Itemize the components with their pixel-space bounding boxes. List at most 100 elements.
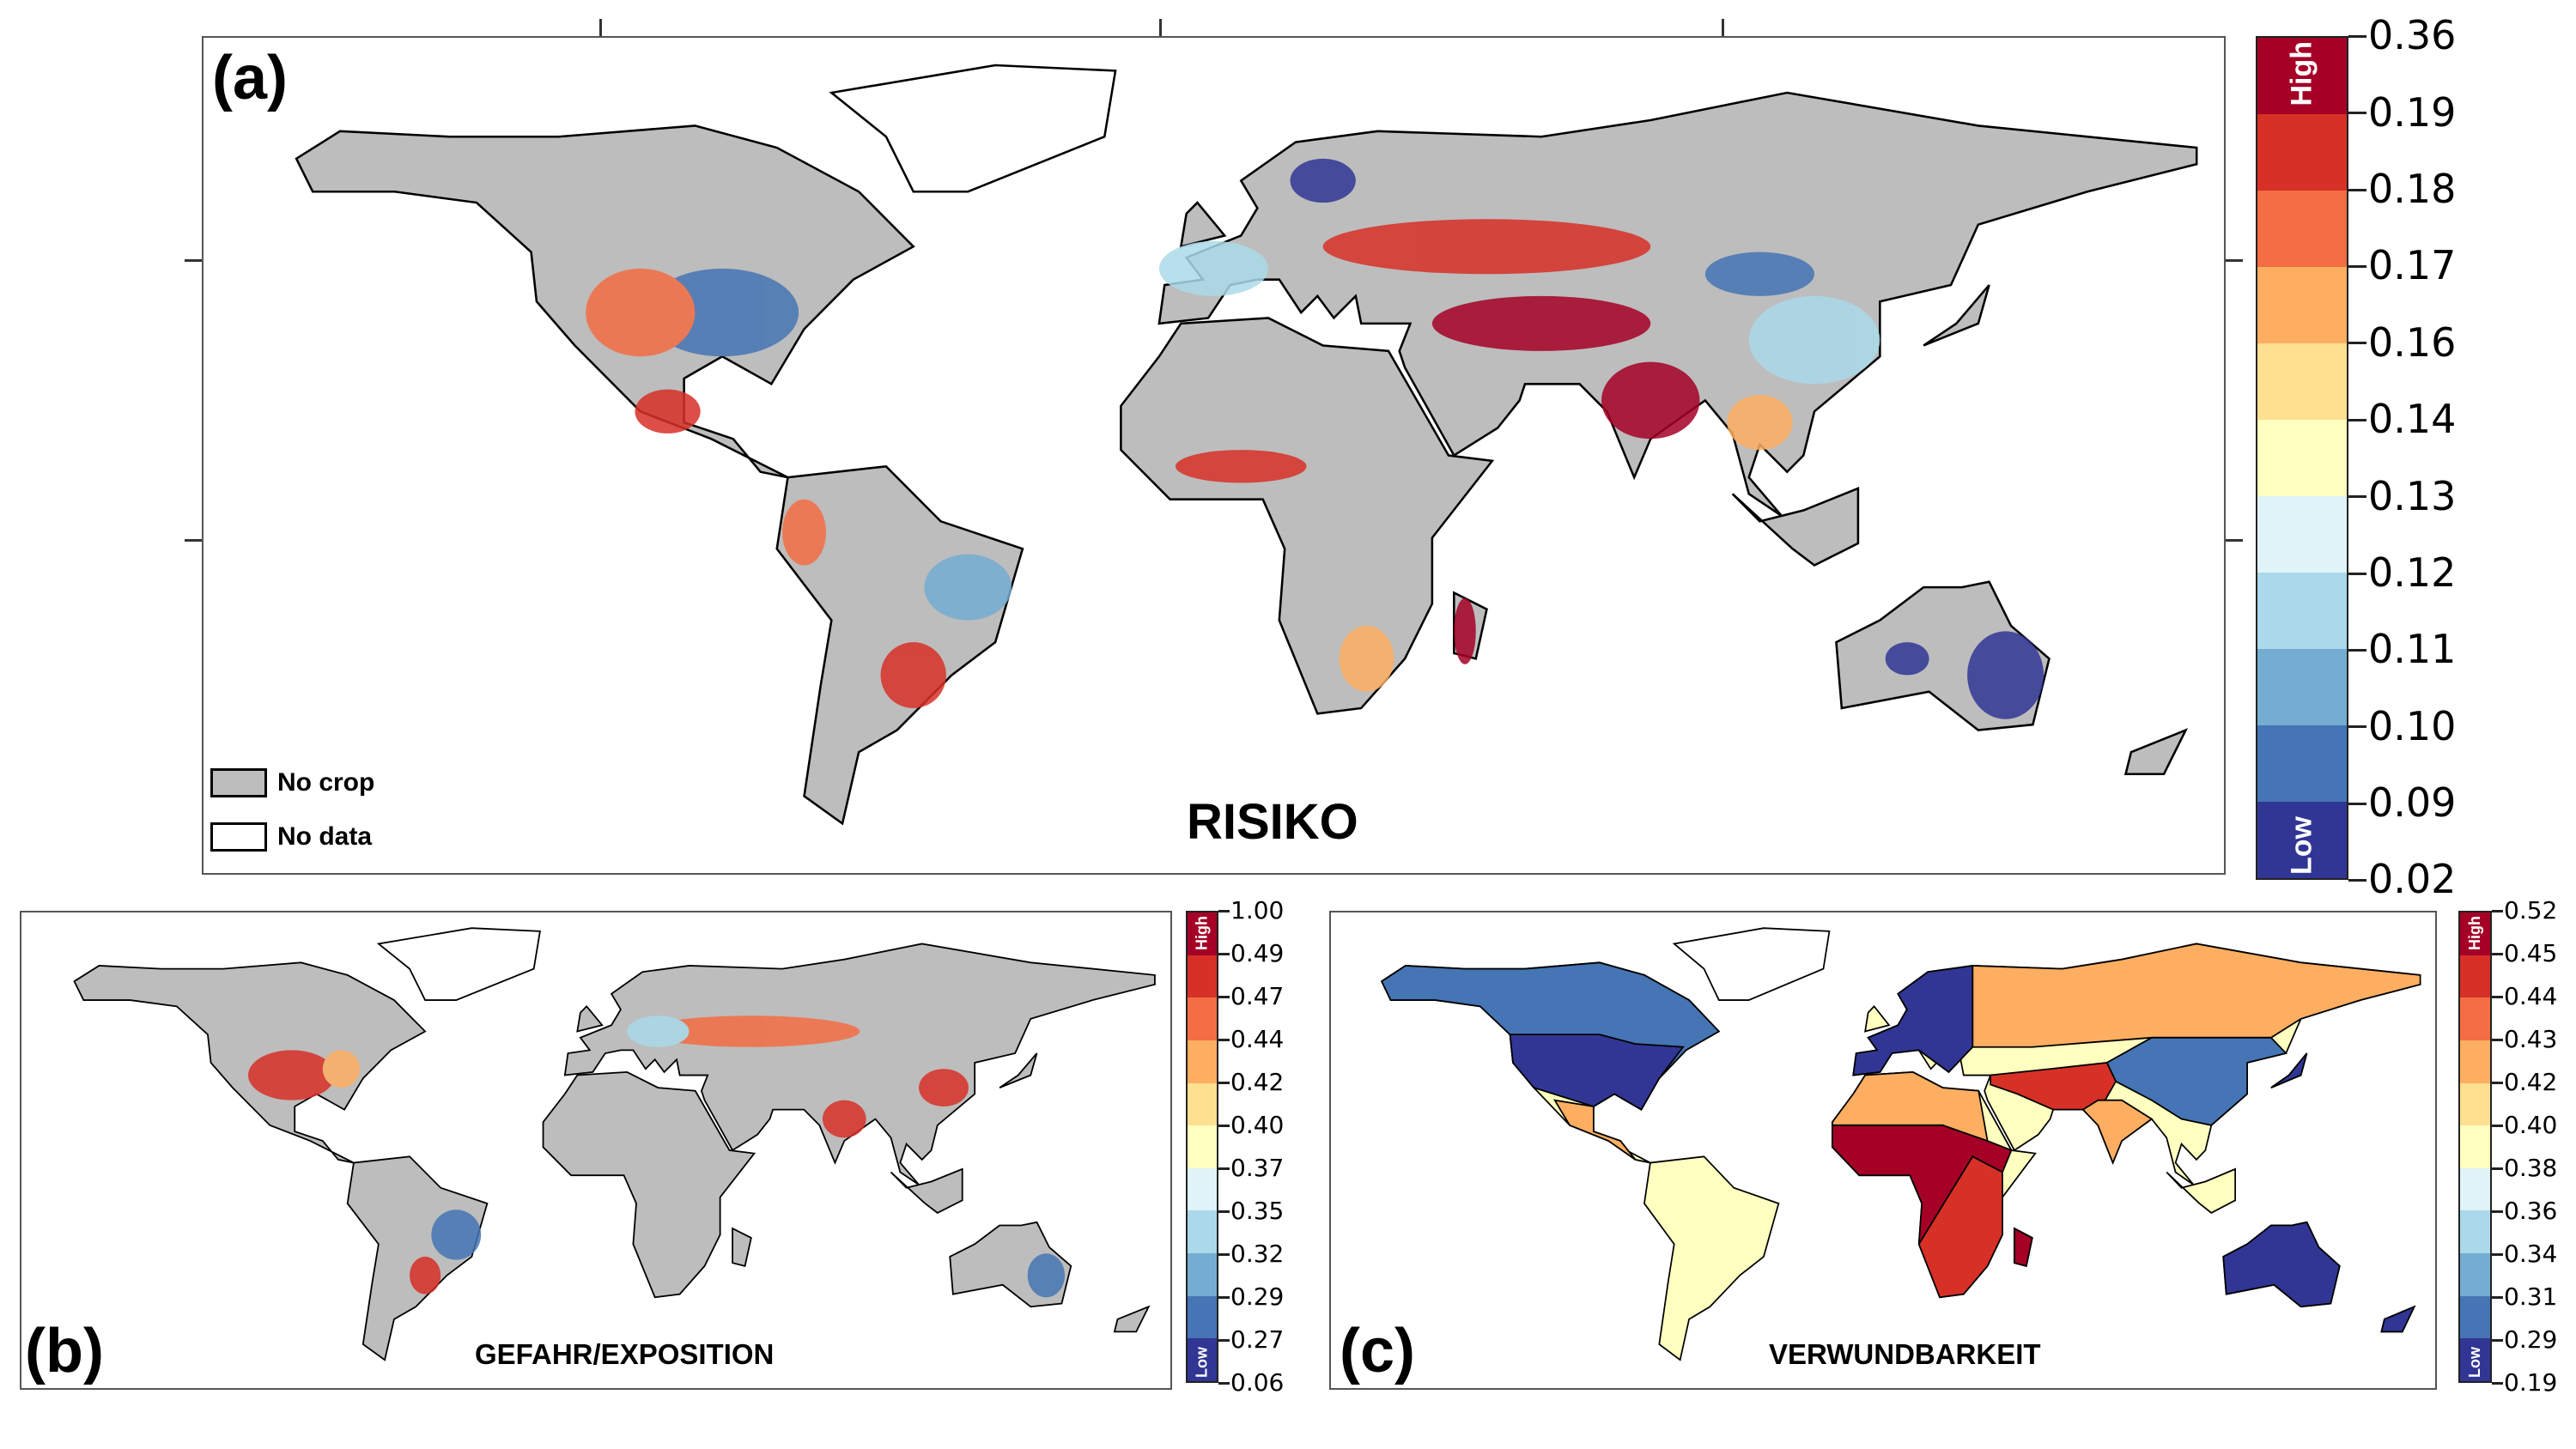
colorbar-segment (2257, 496, 2347, 573)
colorbar-segment (1188, 1167, 1217, 1211)
colorbar-tick (1218, 1296, 1230, 1299)
colorbar-segment (2460, 1125, 2490, 1168)
colorbar-segment (2460, 912, 2490, 955)
colorbar-tick (1218, 953, 1230, 955)
colorbar-segment (1188, 1082, 1217, 1126)
colorbar-tick (2348, 342, 2366, 345)
legend-no-data: No data (210, 822, 372, 852)
colorbar-tick (2492, 1339, 2503, 1342)
colorbar-segment (1188, 912, 1217, 955)
colorbar-tick (1218, 996, 1230, 998)
colorbar-risk: High Low 0.36 0.19 0.18 0.17 0.16 0.14 0.13 0.12 0… (2256, 12, 2456, 902)
colorbar-tick-label: 0.45 (2504, 939, 2558, 968)
colorbar-gradient (2256, 36, 2348, 880)
panel-label-c: (c) (1340, 1317, 1415, 1385)
panel-title-verwundbarkeit: VERWUNDBARKEIT (1769, 1338, 2041, 1370)
colorbar-segment (2460, 1167, 2490, 1211)
world-map-hazard-exposure (72, 926, 1157, 1362)
colorbar-segment (2257, 38, 2347, 114)
colorbar-segment (1188, 955, 1217, 998)
colorbar-tick (2348, 802, 2366, 805)
axis-tick (2226, 259, 2243, 262)
axis-tick (2226, 539, 2243, 542)
colorbar-segment (2257, 649, 2347, 725)
colorbar-tick-label: 0.16 (2368, 318, 2457, 366)
colorbar-segment (2257, 343, 2347, 420)
colorbar-high-label: High (1193, 916, 1211, 950)
axis-tick (185, 259, 202, 262)
colorbar-tick (1218, 1125, 1230, 1127)
panel-title-gefahr-exposition: GEFAHR/EXPOSITION (475, 1338, 775, 1370)
colorbar-tick-label: 0.09 (2368, 779, 2457, 827)
colorbar-tick-label: 0.34 (2504, 1240, 2558, 1269)
world-map-risk (204, 38, 2224, 873)
colorbar-tick-label: 0.49 (1230, 939, 1285, 968)
colorbar-segment (1188, 997, 1217, 1040)
colorbar-segment (2460, 1295, 2490, 1339)
colorbar-tick-label: 0.10 (2368, 702, 2457, 749)
axis-tick (1722, 19, 1724, 36)
colorbar-tick-label: 0.40 (1230, 1111, 1285, 1140)
colorbar-high-label: High (2466, 916, 2483, 950)
colorbar-tick (2348, 418, 2366, 421)
colorbar-tick (2348, 495, 2366, 499)
colorbar-tick (2348, 188, 2366, 191)
panel-a-risk-map: (a) RISIKO (202, 36, 2226, 875)
colorbar-segment (2257, 191, 2347, 267)
colorbar-tick-label: 0.29 (1230, 1282, 1285, 1312)
colorbar-tick (1218, 1039, 1230, 1041)
colorbar-tick-label: 0.47 (1230, 982, 1285, 1011)
colorbar-tick (1218, 1210, 1230, 1213)
colorbar-tick-label: 0.17 (2368, 242, 2457, 289)
panel-label-a: (a) (212, 44, 288, 112)
colorbar-tick-label: 0.18 (2368, 166, 2457, 213)
colorbar-tick-label: 0.13 (2368, 472, 2457, 519)
colorbar-tick (2492, 1382, 2503, 1385)
colorbar-tick (2492, 953, 2503, 955)
colorbar-tick (2348, 35, 2366, 38)
no-data-swatch (210, 822, 267, 852)
colorbar-segment (2257, 420, 2347, 496)
colorbar-low-label: Low (2466, 1347, 2483, 1378)
colorbar-segment (2460, 955, 2490, 998)
colorbar-tick-label: 0.44 (2504, 982, 2558, 1011)
colorbar-tick-label: 0.02 (2368, 856, 2457, 903)
colorbar-tick-label: 0.36 (2368, 12, 2457, 59)
colorbar-gradient (1186, 911, 1218, 1383)
colorbar-segment (2460, 1253, 2490, 1296)
colorbar-segment (2257, 114, 2347, 191)
colorbar-tick (2492, 1210, 2503, 1213)
colorbar-tick (2492, 910, 2503, 912)
colorbar-high-label: High (2285, 41, 2318, 106)
legend-no-crop: No crop (210, 768, 374, 797)
colorbar-segment (2257, 573, 2347, 649)
colorbar-tick (2348, 265, 2366, 269)
colorbar-segment (2460, 997, 2490, 1040)
colorbar-segment (2257, 725, 2347, 802)
colorbar-segment (2257, 267, 2347, 343)
colorbar-tick-label: 0.29 (2504, 1325, 2558, 1355)
colorbar-tick-label: 0.37 (1230, 1154, 1285, 1183)
colorbar-tick-label: 0.36 (2504, 1197, 2558, 1226)
colorbar-tick-label: 0.35 (1230, 1197, 1285, 1226)
panel-b-hazard-exposure-map: (b) GEFAHR/EXPOSITION (20, 911, 1172, 1390)
colorbar-tick (2492, 1253, 2503, 1256)
colorbar-tick (2348, 879, 2366, 882)
colorbar-tick (2492, 1039, 2503, 1041)
colorbar-tick (1218, 1253, 1230, 1256)
no-crop-label: No crop (277, 768, 375, 797)
axis-tick (599, 19, 602, 36)
colorbar-tick-label: 0.31 (2504, 1282, 2558, 1312)
colorbar-tick (2348, 648, 2366, 652)
colorbar-segment (1188, 1040, 1217, 1083)
colorbar-tick-label: 0.40 (2504, 1111, 2558, 1140)
colorbar-tick-label: 0.19 (2368, 88, 2457, 136)
colorbar-tick-label: 0.42 (2504, 1068, 2558, 1097)
no-data-label: No data (277, 822, 373, 851)
colorbar-segment (2460, 1082, 2490, 1126)
colorbar-segment (2460, 1338, 2490, 1382)
colorbar-tick (1218, 1082, 1230, 1084)
colorbar-tick-label: 0.32 (1230, 1240, 1285, 1269)
colorbar-tick-label: 0.27 (1230, 1325, 1285, 1355)
colorbar-tick-label: 0.52 (2504, 896, 2558, 925)
